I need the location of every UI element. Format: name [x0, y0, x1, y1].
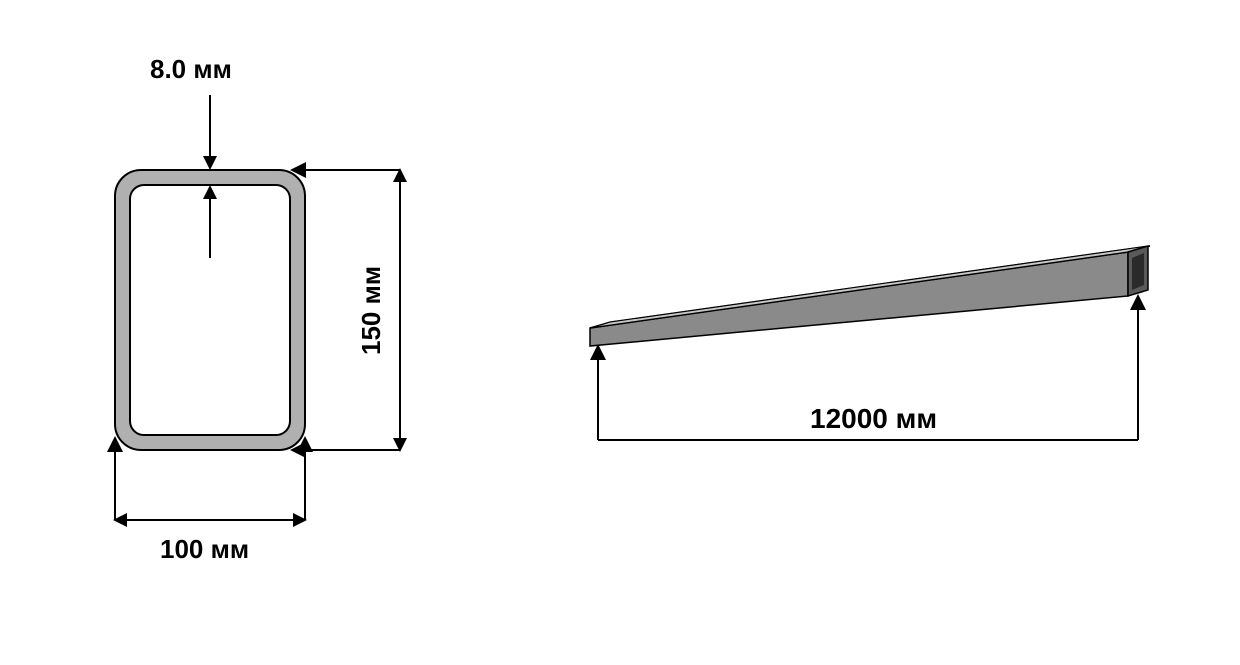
tube-body: [590, 252, 1128, 346]
height-dimension: 150 мм: [290, 148, 400, 458]
cross-section-group: 8.0 мм 150 мм: [107, 54, 400, 564]
height-label: 150 мм: [356, 266, 386, 355]
tube-end-hole: [1132, 253, 1144, 290]
thickness-label: 8.0 мм: [150, 54, 232, 84]
width-dimension: 100 мм: [107, 436, 313, 564]
width-label: 100 мм: [160, 534, 249, 564]
technical-diagram: 8.0 мм 150 мм: [0, 0, 1240, 660]
tube-perspective-group: 12000 мм: [590, 246, 1150, 440]
length-label: 12000 мм: [810, 403, 937, 434]
